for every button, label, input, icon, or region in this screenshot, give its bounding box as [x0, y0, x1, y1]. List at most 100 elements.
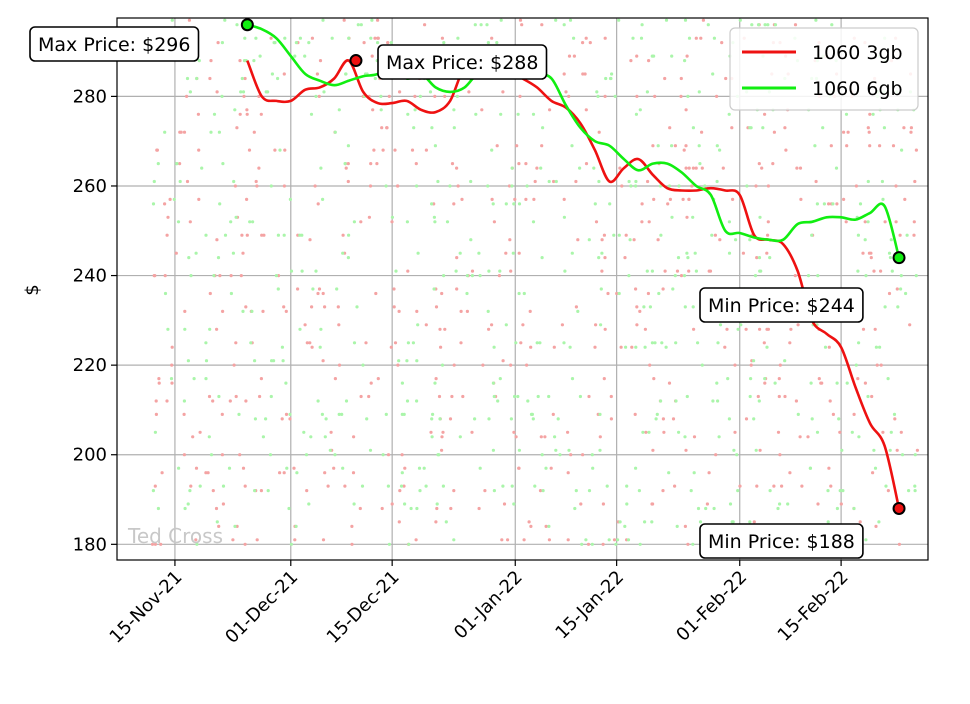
scatter-point	[630, 345, 634, 349]
scatter-point	[367, 394, 371, 399]
scatter-point	[845, 381, 849, 385]
scatter-point	[465, 274, 469, 278]
scatter-point	[584, 36, 588, 40]
scatter-point	[259, 489, 263, 493]
scatter-point	[177, 466, 181, 470]
scatter-point	[182, 399, 186, 403]
scatter-point	[214, 506, 219, 511]
scatter-point	[638, 108, 642, 112]
scatter-point	[821, 126, 825, 130]
scatter-point	[284, 381, 288, 385]
scatter-point	[406, 269, 410, 273]
scatter-point	[617, 18, 621, 22]
scatter-point	[211, 399, 215, 403]
scatter-point	[560, 323, 565, 327]
scatter-point	[656, 238, 660, 242]
scatter-point	[510, 484, 514, 488]
scatter-point	[684, 108, 688, 112]
scatter-point	[387, 542, 391, 546]
scatter-point	[284, 412, 289, 416]
scatter-point	[535, 166, 539, 170]
scatter-point	[915, 448, 920, 452]
scatter-point	[304, 453, 309, 457]
scatter-point	[369, 162, 373, 166]
scatter-point	[204, 471, 208, 475]
scatter-point	[386, 484, 390, 488]
scatter-point	[646, 179, 650, 184]
scatter-point	[450, 162, 455, 166]
scatter-point	[367, 215, 371, 219]
scatter-point	[794, 399, 799, 403]
scatter-point	[498, 377, 502, 381]
scatter-point	[160, 471, 164, 475]
scatter-point	[319, 166, 323, 170]
scatter-point	[644, 430, 648, 434]
scatter-point	[187, 256, 191, 260]
scatter-point	[243, 484, 247, 488]
scatter-point	[760, 166, 764, 170]
scatter-point	[570, 251, 574, 255]
scatter-point	[846, 130, 850, 134]
scatter-point	[857, 435, 861, 439]
scatter-point	[601, 542, 605, 546]
scatter-point	[727, 220, 732, 224]
scatter-point	[720, 41, 724, 45]
scatter-point	[358, 506, 362, 511]
scatter-point	[708, 269, 713, 273]
scatter-point	[768, 489, 772, 493]
scatter-point	[499, 112, 503, 116]
scatter-point	[252, 130, 256, 134]
scatter-point	[423, 23, 427, 27]
scatter-point	[540, 453, 544, 457]
scatter-point	[469, 238, 473, 242]
scatter-point	[269, 394, 273, 399]
scatter-point	[296, 287, 300, 291]
scatter-point	[170, 381, 174, 385]
scatter-point	[479, 23, 483, 27]
scatter-point	[323, 305, 327, 309]
scatter-point	[198, 484, 202, 488]
scatter-point	[259, 377, 263, 381]
scatter-point	[766, 233, 770, 237]
scatter-point	[777, 377, 781, 381]
scatter-point	[433, 381, 437, 385]
scatter-point	[897, 542, 902, 546]
scatter-point	[635, 94, 639, 98]
scatter-point	[320, 412, 324, 416]
scatter-point	[346, 256, 350, 260]
scatter-point	[530, 412, 535, 416]
scatter-point	[671, 287, 675, 291]
scatter-point	[638, 309, 642, 313]
scatter-point	[435, 506, 439, 511]
scatter-point	[352, 220, 356, 224]
scatter-point	[872, 448, 876, 452]
x-tick-label: 15-Dec-21	[323, 567, 404, 648]
scatter-point	[544, 466, 548, 470]
scatter-points	[150, 18, 920, 546]
scatter-point	[342, 18, 346, 22]
scatter-point	[827, 202, 831, 206]
annotation-box	[699, 523, 864, 559]
scatter-point	[242, 59, 247, 63]
scatter-point	[278, 148, 282, 152]
scatter-point	[204, 359, 209, 363]
scatter-point	[204, 377, 208, 381]
scatter-point	[691, 305, 695, 309]
scatter-point	[283, 148, 287, 152]
scatter-point	[616, 538, 620, 542]
scatter-point	[806, 435, 810, 439]
scatter-point	[773, 23, 778, 27]
scatter-point	[438, 327, 442, 331]
scatter-point	[748, 520, 752, 524]
scatter-point	[628, 238, 632, 242]
scatter-point	[197, 59, 201, 63]
scatter-point	[359, 220, 363, 224]
scatter-point	[525, 363, 529, 367]
scatter-point	[386, 41, 390, 45]
scatter-point	[528, 309, 532, 313]
scatter-point	[724, 76, 728, 81]
scatter-point	[540, 256, 544, 260]
scatter-point	[837, 417, 841, 421]
scatter-point	[512, 202, 516, 206]
scatter-point	[757, 162, 761, 166]
